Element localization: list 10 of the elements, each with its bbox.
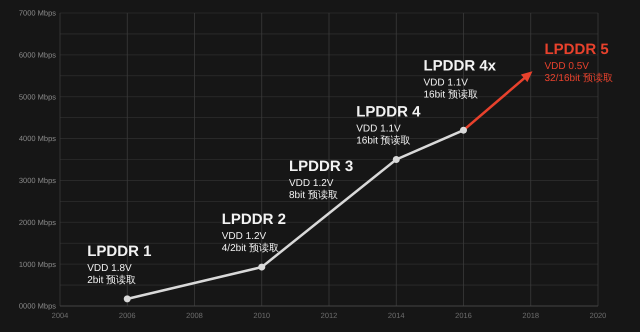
annotation: LPDDR 4x VDD 1.1V 16bit 预读取: [424, 58, 497, 100]
annotation: LPDDR 5 VDD 0.5V 32/16bit 预读取: [544, 41, 613, 84]
point: [392, 156, 400, 163]
annotation: LPDDR 4 VDD 1.1V 16bit 预读取: [356, 104, 422, 146]
point: [124, 295, 131, 302]
annotation: LPDDR 3 VDD 1.2V 8bit 预读取: [289, 158, 354, 201]
annotation: LPDDR 2 VDD 1.2V 4/2bit 预读取: [222, 211, 286, 254]
point: [258, 264, 266, 271]
annotation: LPDDR 1 VDD 1.8V 2bit 预读取: [87, 242, 152, 286]
point: [460, 126, 467, 134]
